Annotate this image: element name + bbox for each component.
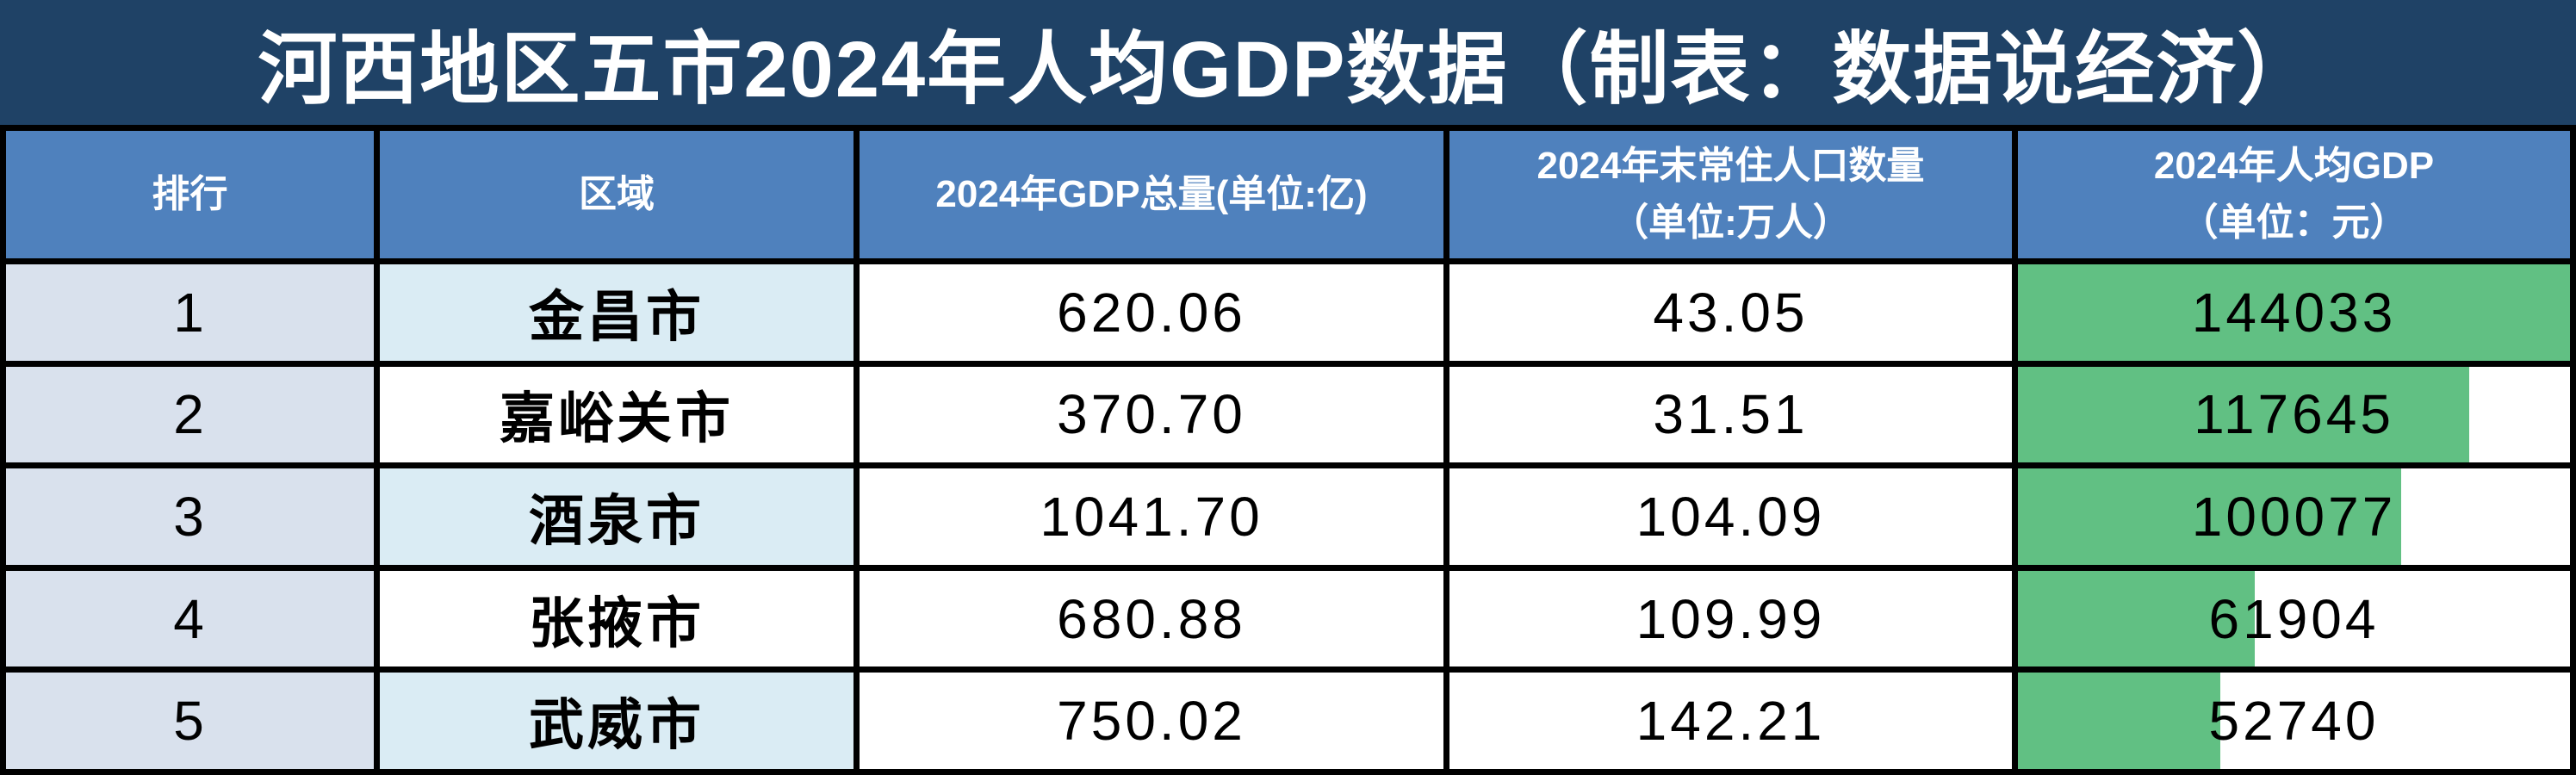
column-header-gdp-per-capita: 2024年人均GDP （单位：元） (2018, 131, 2570, 258)
gdp-per-capita-value: 100077 (2191, 485, 2397, 548)
gdp-total-cell: 1041.70 (860, 468, 1443, 565)
green-databar (2018, 673, 2220, 769)
rank-cell: 2 (6, 366, 374, 463)
column-header-region: 区域 (380, 131, 853, 258)
gdp-per-capita-cell: 61904 (2018, 570, 2570, 667)
rank-cell: 4 (6, 570, 374, 667)
column-header-label: 2024年GDP总量(单位:亿) (935, 173, 1368, 215)
gdp-total-cell: 680.88 (860, 570, 1443, 667)
column-header-label: 2024年人均GDP (2153, 145, 2435, 187)
rank-cell: 1 (6, 264, 374, 361)
population-cell: 43.05 (1449, 264, 2012, 361)
gdp-total-cell: 620.06 (860, 264, 1443, 361)
rank-cell: 5 (6, 673, 374, 769)
column-header-label: 区域 (579, 173, 655, 215)
gdp-per-capita-cell: 144033 (2018, 264, 2570, 361)
green-databar (2018, 366, 2469, 463)
region-cell: 武威市 (380, 673, 853, 769)
region-cell: 嘉峪关市 (380, 366, 853, 463)
column-header-label: 排行 (152, 173, 228, 215)
green-databar (2018, 570, 2256, 667)
rank-cell: 3 (6, 468, 374, 565)
gdp-total-cell: 750.02 (860, 673, 1443, 769)
column-header-rank: 排行 (6, 131, 374, 258)
gdp-per-capita-cell: 100077 (2018, 468, 2570, 565)
gdp-per-capita-value: 144033 (2191, 281, 2397, 344)
region-cell: 酒泉市 (380, 468, 853, 565)
region-cell: 张掖市 (380, 570, 853, 667)
gdp-per-capita-value: 61904 (2208, 587, 2380, 650)
column-header-unit: （单位：元） (2180, 202, 2408, 244)
gdp-per-capita-cell: 52740 (2018, 673, 2570, 769)
gdp-per-capita-value: 117645 (2194, 383, 2394, 446)
green-databar (2018, 468, 2402, 565)
table-title: 河西地区五市2024年人均GDP数据（制表：数据说经济） (0, 0, 2576, 131)
column-header-label: 2024年末常住人口数量 (1536, 145, 1925, 187)
region-cell: 金昌市 (380, 264, 853, 361)
gdp-total-cell: 370.70 (860, 366, 1443, 463)
population-cell: 104.09 (1449, 468, 2012, 565)
gdp-per-capita-value: 52740 (2208, 690, 2380, 753)
column-header-unit: （单位:万人） (1611, 202, 1851, 244)
green-databar (2018, 264, 2570, 361)
column-header-gdp-total: 2024年GDP总量(单位:亿) (860, 131, 1443, 258)
gdp-per-capita-cell: 117645 (2018, 366, 2570, 463)
population-cell: 109.99 (1449, 570, 2012, 667)
population-cell: 31.51 (1449, 366, 2012, 463)
population-cell: 142.21 (1449, 673, 2012, 769)
data-table: 排行 区域 2024年GDP总量(单位:亿) 2024年末常住人口数量 （单位:… (0, 131, 2576, 775)
column-header-population: 2024年末常住人口数量 （单位:万人） (1449, 131, 2012, 258)
